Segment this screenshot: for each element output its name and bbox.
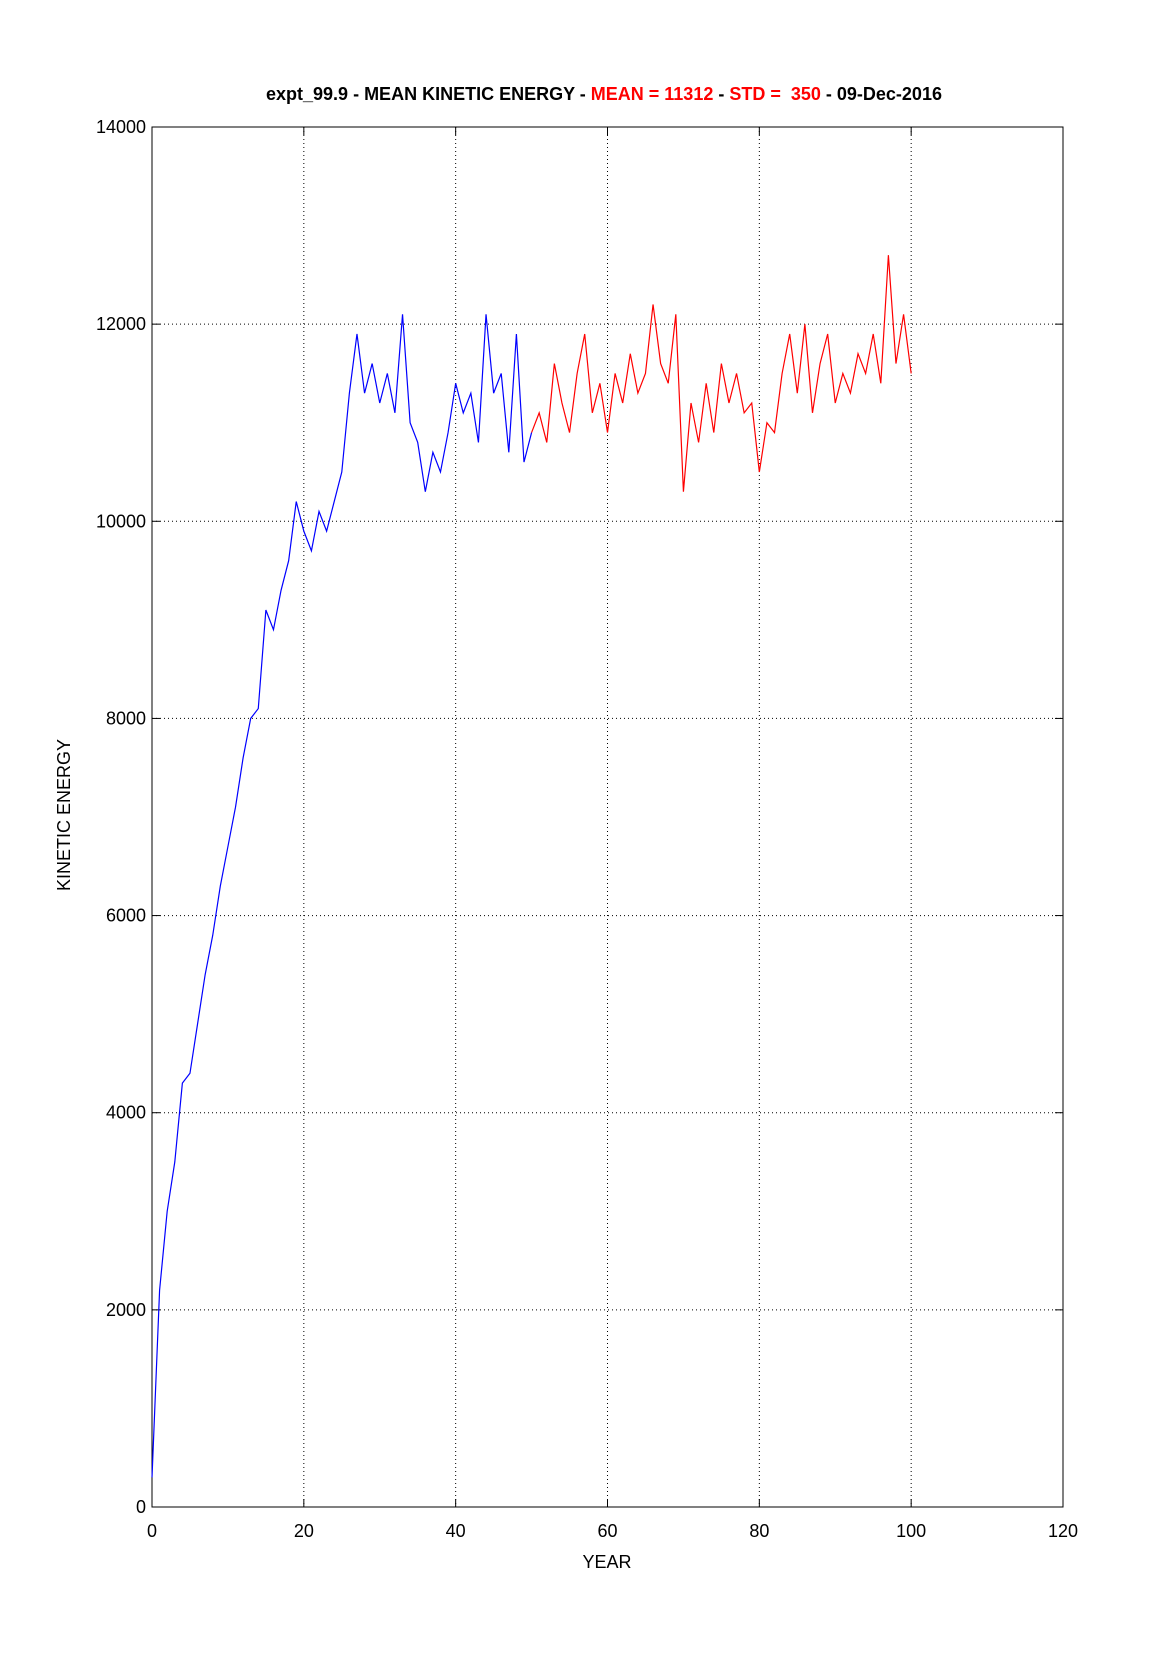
y-axis-label: KINETIC ENERGY <box>54 739 74 891</box>
title-part: MEAN = 11312 <box>591 84 714 104</box>
y-tick-label: 10000 <box>96 511 146 531</box>
x-tick-label: 100 <box>896 1521 926 1541</box>
x-axis-label: YEAR <box>582 1552 631 1572</box>
plot-frame <box>151 126 1064 1508</box>
y-tick-label: 2000 <box>106 1300 146 1320</box>
x-tick-label: 40 <box>446 1521 466 1541</box>
title-part: expt_99.9 - MEAN KINETIC ENERGY - <box>266 84 591 104</box>
x-tick-label: 120 <box>1048 1521 1078 1541</box>
title-part: - <box>713 84 729 104</box>
x-tick-label: 60 <box>597 1521 617 1541</box>
y-tick-label: 14000 <box>96 117 146 137</box>
x-tick-label: 0 <box>147 1521 157 1541</box>
data-line <box>151 314 533 1478</box>
x-tick-label: 20 <box>294 1521 314 1541</box>
y-tick-label: 6000 <box>106 906 146 926</box>
y-tick-label: 4000 <box>106 1103 146 1123</box>
y-tick-label: 12000 <box>96 314 146 334</box>
title-part: STD = 350 <box>729 84 821 104</box>
x-tick-label: 80 <box>749 1521 769 1541</box>
data-line <box>531 255 912 492</box>
y-tick-label: 8000 <box>106 708 146 728</box>
y-tick-label: 0 <box>136 1497 146 1517</box>
chart-title: expt_99.9 - MEAN KINETIC ENERGY - MEAN =… <box>266 84 942 104</box>
title-part: - 09-Dec-2016 <box>821 84 942 104</box>
